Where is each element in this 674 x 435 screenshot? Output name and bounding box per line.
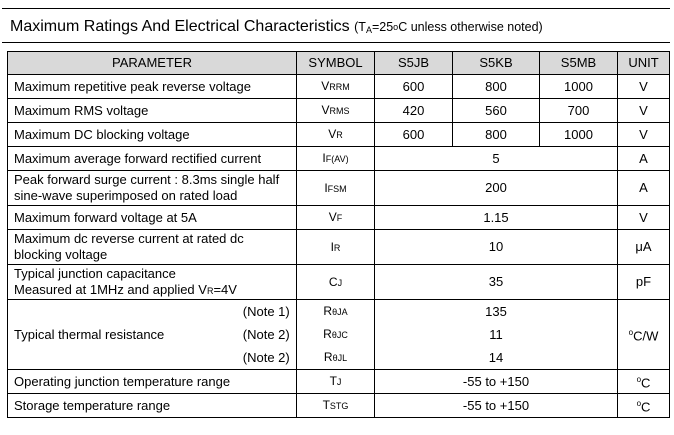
table-row: Maximum repetitive peak reverse voltage V… — [7, 74, 670, 99]
table-header-row: PARAMETER SYMBOL S5JB S5KB S5MB UNIT — [7, 51, 670, 75]
value-cell: 800 — [452, 74, 540, 99]
value-cell: 1000 — [539, 122, 618, 147]
ratings-table: PARAMETER SYMBOL S5JB S5KB S5MB UNIT Max… — [7, 51, 670, 418]
value-cell: 35 — [374, 264, 618, 300]
symbol-cell: TSTG — [296, 393, 375, 418]
table-row: Maximum RMS voltage VRMS 420 560 700 V — [7, 98, 670, 123]
value-cell: 600 — [374, 74, 453, 99]
table-row: Maximum forward voltage at 5A VF 1.15 V — [7, 205, 670, 230]
unit-cell: pF — [617, 264, 670, 300]
table-row: Maximum dc reverse current at rated dc bl… — [7, 229, 670, 265]
value-cell: 800 — [452, 122, 540, 147]
parameter-cell: Maximum forward voltage at 5A — [7, 205, 297, 230]
note-cell: (Note 1) — [236, 299, 297, 323]
value-cell: 1.15 — [374, 205, 618, 230]
value-cell: -55 to +150 — [374, 393, 618, 418]
symbol-cell: IR — [296, 229, 375, 265]
parameter-cell: Storage temperature range — [7, 393, 297, 418]
unit-cell: oC — [617, 393, 670, 418]
value-cell: -55 to +150 — [374, 369, 618, 394]
value-cell: 420 — [374, 98, 453, 123]
table-row: Peak forward surge current : 8.3ms singl… — [7, 170, 670, 206]
symbol-cell: VRMS — [296, 98, 375, 123]
parameter-cell: Typical junction capacitance Measured at … — [7, 264, 297, 300]
value-cell: 560 — [452, 98, 540, 123]
symbol-cell: RθJA — [296, 299, 375, 323]
section-title: Maximum Ratings And Electrical Character… — [10, 18, 543, 36]
thermal-parameter: Typical thermal resistance — [7, 299, 237, 370]
symbol-cell: CJ — [296, 264, 375, 300]
value-cell: 600 — [374, 122, 453, 147]
unit-cell: V — [617, 98, 670, 123]
unit-cell: A — [617, 146, 670, 171]
unit-cell: oC/W — [617, 299, 670, 370]
table-row: Maximum average forward rectified curren… — [7, 146, 670, 171]
table-row: Storage temperature range TSTG -55 to +150… — [7, 393, 670, 418]
symbol-cell: VR — [296, 122, 375, 147]
symbol-cell: VF — [296, 205, 375, 230]
parameter-cell: Maximum repetitive peak reverse voltage — [7, 74, 297, 99]
parameter-cell: Maximum dc reverse current at rated dc bl… — [7, 229, 297, 265]
symbol-cell: IFSM — [296, 170, 375, 206]
table-row: Maximum DC blocking voltage VR 600 800 1000 V — [7, 122, 670, 147]
unit-cell: V — [617, 205, 670, 230]
symbol-cell: RθJC — [296, 323, 375, 346]
table-row: Operating junction temperature range TJ -5… — [7, 369, 670, 394]
parameter-cell: Operating junction temperature range — [7, 369, 297, 394]
value-cell: 200 — [374, 170, 618, 206]
parameter-cell: Maximum average forward rectified curren… — [7, 146, 297, 171]
header-symbol: SYMBOL — [296, 51, 375, 75]
unit-cell: V — [617, 74, 670, 99]
symbol-cell: VRRM — [296, 74, 375, 99]
header-unit: UNIT — [617, 51, 670, 75]
header-s5jb: S5JB — [374, 51, 453, 75]
note-cell: (Note 2) — [236, 346, 297, 370]
unit-cell: μA — [617, 229, 670, 265]
parameter-cell: Maximum DC blocking voltage — [7, 122, 297, 147]
top-rule — [2, 8, 670, 9]
value-cell: 10 — [374, 229, 618, 265]
thermal-row: Typical thermal resistance (Note 1) RθJA 13… — [7, 299, 670, 370]
value-cell: 14 — [374, 346, 618, 370]
value-cell: 135 — [374, 299, 618, 323]
value-cell: 5 — [374, 146, 618, 171]
unit-cell: V — [617, 122, 670, 147]
symbol-cell: TJ — [296, 369, 375, 394]
note-cell: (Note 2) — [236, 323, 297, 346]
unit-cell: A — [617, 170, 670, 206]
value-cell: 1000 — [539, 74, 618, 99]
thermal-row: (Note 2) RθJC 11 — [8, 323, 670, 346]
header-parameter: PARAMETER — [7, 51, 297, 75]
header-s5kb: S5KB — [452, 51, 540, 75]
header-s5mb: S5MB — [539, 51, 618, 75]
table-row: Typical junction capacitance Measured at … — [7, 264, 670, 300]
title-condition: (TA=25oC unless otherwise noted) — [354, 20, 543, 35]
title-text: Maximum Ratings And Electrical Character… — [10, 18, 350, 35]
value-cell: 11 — [374, 323, 618, 346]
parameter-cell: Peak forward surge current : 8.3ms singl… — [7, 170, 297, 206]
value-cell: 700 — [539, 98, 618, 123]
title-rule — [2, 42, 670, 43]
symbol-cell: IF(AV) — [296, 146, 375, 171]
unit-cell: oC — [617, 369, 670, 394]
symbol-cell: RθJL — [296, 346, 375, 370]
parameter-cell: Maximum RMS voltage — [7, 98, 297, 123]
